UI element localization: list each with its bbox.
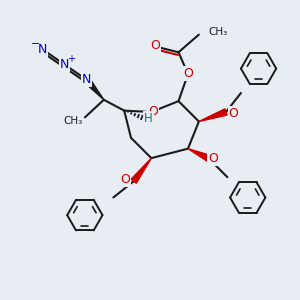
Polygon shape [83,77,104,100]
Polygon shape [131,158,152,183]
Polygon shape [188,148,210,161]
Text: CH₃: CH₃ [63,116,82,127]
Text: N: N [38,43,47,56]
Text: O: O [208,152,218,165]
Text: O: O [183,68,193,80]
Text: N: N [60,58,69,71]
Text: O: O [229,107,238,120]
Text: N: N [82,73,91,86]
Text: O: O [121,173,130,186]
Text: +: + [67,54,75,64]
Text: CH₃: CH₃ [208,27,228,37]
Text: H: H [144,112,153,125]
Text: O: O [148,106,158,118]
Text: −: − [31,39,40,49]
Polygon shape [199,109,227,122]
Text: O: O [151,39,160,52]
